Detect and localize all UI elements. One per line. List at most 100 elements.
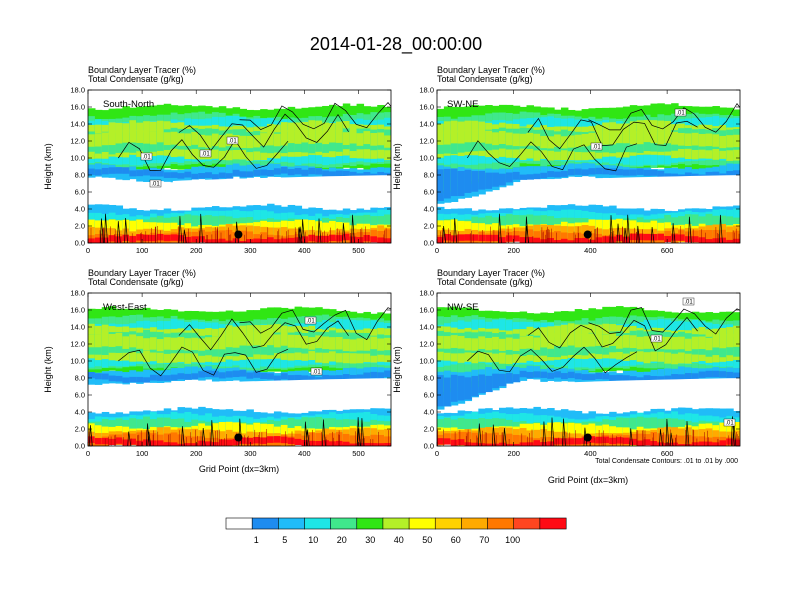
y-tick-label: 18.0 [419, 86, 434, 95]
y-tick-label: 18.0 [419, 289, 434, 298]
x-tick-label: 300 [244, 246, 257, 255]
y-tick-label: 10.0 [70, 357, 85, 366]
x-tick-label: 400 [298, 246, 311, 255]
panel-label: NW-SE [447, 302, 479, 313]
location-marker [234, 230, 243, 239]
location-marker [583, 230, 592, 239]
contour-label: .01 [151, 182, 160, 188]
condensate-contour [89, 307, 391, 446]
x-tick-label: 500 [352, 449, 365, 458]
panel-sw-ne: 0.0 2.0 4.0 6.0 8.0 10.0 12.0 14.0 16.0 18.0 0 200 4… [392, 65, 741, 255]
colorbar-label: 20 [337, 535, 347, 545]
panel-title-line: Total Condensate (g/kg) [437, 74, 533, 84]
colorbar-swatch [513, 517, 541, 530]
panel-title-line: Boundary Layer Tracer (%) [88, 65, 196, 75]
y-tick-label: 4.0 [75, 205, 85, 214]
y-tick-label: 6.0 [75, 188, 85, 197]
y-tick-label: 18.0 [70, 86, 85, 95]
colorbar-swatch [330, 517, 358, 530]
y-tick-label: 18.0 [70, 289, 85, 298]
panel-south-north: 0.0 2.0 4.0 6.0 8.0 10.0 12.0 14.0 16.0 18.0 0 100 2… [43, 65, 392, 255]
y-tick-label: 14.0 [70, 120, 85, 129]
y-axis-label: Height (km) [392, 346, 402, 393]
clear-gap [172, 175, 391, 206]
x-tick-label: 400 [584, 449, 597, 458]
contour-label: .01 [725, 421, 734, 427]
contour-label-box [674, 108, 687, 117]
condensate-contour [442, 102, 740, 243]
x-tick-label: 0 [435, 246, 439, 255]
y-tick-label: 8.0 [424, 171, 434, 180]
colorbar-label: 30 [365, 535, 375, 545]
contour-label: .01 [592, 145, 601, 151]
clear-gap [521, 175, 740, 206]
y-tick-label: 8.0 [424, 374, 434, 383]
heatmap-field [88, 293, 391, 446]
condensate-contour [467, 307, 740, 446]
panel-title-line: Total Condensate (g/kg) [437, 277, 533, 287]
colorbar-label: 50 [422, 535, 432, 545]
panel-label: West-East [103, 302, 147, 313]
colorbar-swatch [356, 517, 384, 530]
contour-label-box [140, 152, 153, 161]
y-tick-label: 12.0 [70, 340, 85, 349]
x-tick-label: 200 [507, 246, 520, 255]
colorbar-label: 1 [254, 535, 259, 545]
x-tick-label: 400 [298, 449, 311, 458]
y-tick-label: 14.0 [419, 323, 434, 332]
y-tick-label: 2.0 [75, 425, 85, 434]
colorbar-swatch [434, 517, 462, 530]
y-tick-label: 8.0 [75, 171, 85, 180]
contour-label: .01 [306, 319, 315, 325]
y-tick-label: 0.0 [424, 442, 434, 451]
x-tick-label: 600 [661, 449, 674, 458]
contour-label: .01 [228, 139, 237, 145]
x-tick-label: 0 [86, 246, 90, 255]
location-marker [583, 433, 592, 442]
y-tick-label: 0.0 [75, 239, 85, 248]
y-tick-label: 4.0 [424, 205, 434, 214]
x-tick-label: 200 [190, 246, 203, 255]
x-tick-label: 600 [661, 246, 674, 255]
y-axis-label: Height (km) [43, 346, 53, 393]
contour-label-box [226, 136, 239, 145]
y-tick-label: 4.0 [424, 408, 434, 417]
heatmap-field [437, 293, 740, 446]
colorbar-label: 40 [394, 535, 404, 545]
y-tick-label: 0.0 [75, 442, 85, 451]
x-tick-label: 100 [136, 449, 149, 458]
panel-label: South-North [103, 99, 154, 110]
contour-label-box [590, 142, 603, 151]
colorbar-swatch [278, 517, 305, 530]
panel-title-line: Boundary Layer Tracer (%) [88, 268, 196, 278]
y-tick-label: 16.0 [70, 103, 85, 112]
contour-label-box [304, 316, 317, 325]
plot-frame [436, 292, 741, 447]
contour-label-box [650, 334, 663, 343]
y-tick-label: 10.0 [419, 357, 434, 366]
y-tick-label: 2.0 [75, 222, 85, 231]
contour-label: .01 [684, 300, 693, 306]
panel-title-line: Total Condensate (g/kg) [88, 74, 184, 84]
contour-label: .01 [201, 152, 210, 158]
contour-label-box [310, 367, 323, 376]
y-tick-label: 0.0 [424, 239, 434, 248]
contour-label-box [723, 418, 736, 427]
location-marker [234, 433, 243, 442]
clear-gap [172, 378, 391, 409]
panel-title-line: Boundary Layer Tracer (%) [437, 268, 545, 278]
colorbar-swatch [487, 517, 515, 530]
x-tick-label: 0 [435, 449, 439, 458]
colorbar-label: 10 [308, 535, 318, 545]
colorbar-label: 100 [505, 535, 520, 545]
plot-frame [436, 89, 741, 244]
y-tick-label: 10.0 [419, 154, 434, 163]
panel-west-east: 0.0 2.0 4.0 6.0 8.0 10.0 12.0 14.0 16.0 18.0 0 100 2… [43, 268, 392, 458]
y-tick-label: 14.0 [70, 323, 85, 332]
contour-label-box [199, 149, 212, 158]
y-tick-label: 6.0 [75, 391, 85, 400]
panel-nw-se: 0.0 2.0 4.0 6.0 8.0 10.0 12.0 14.0 16.0 18.0 0 200 4… [392, 268, 741, 458]
panel-title-line: Total Condensate (g/kg) [88, 277, 184, 287]
x-tick-label: 200 [507, 449, 520, 458]
